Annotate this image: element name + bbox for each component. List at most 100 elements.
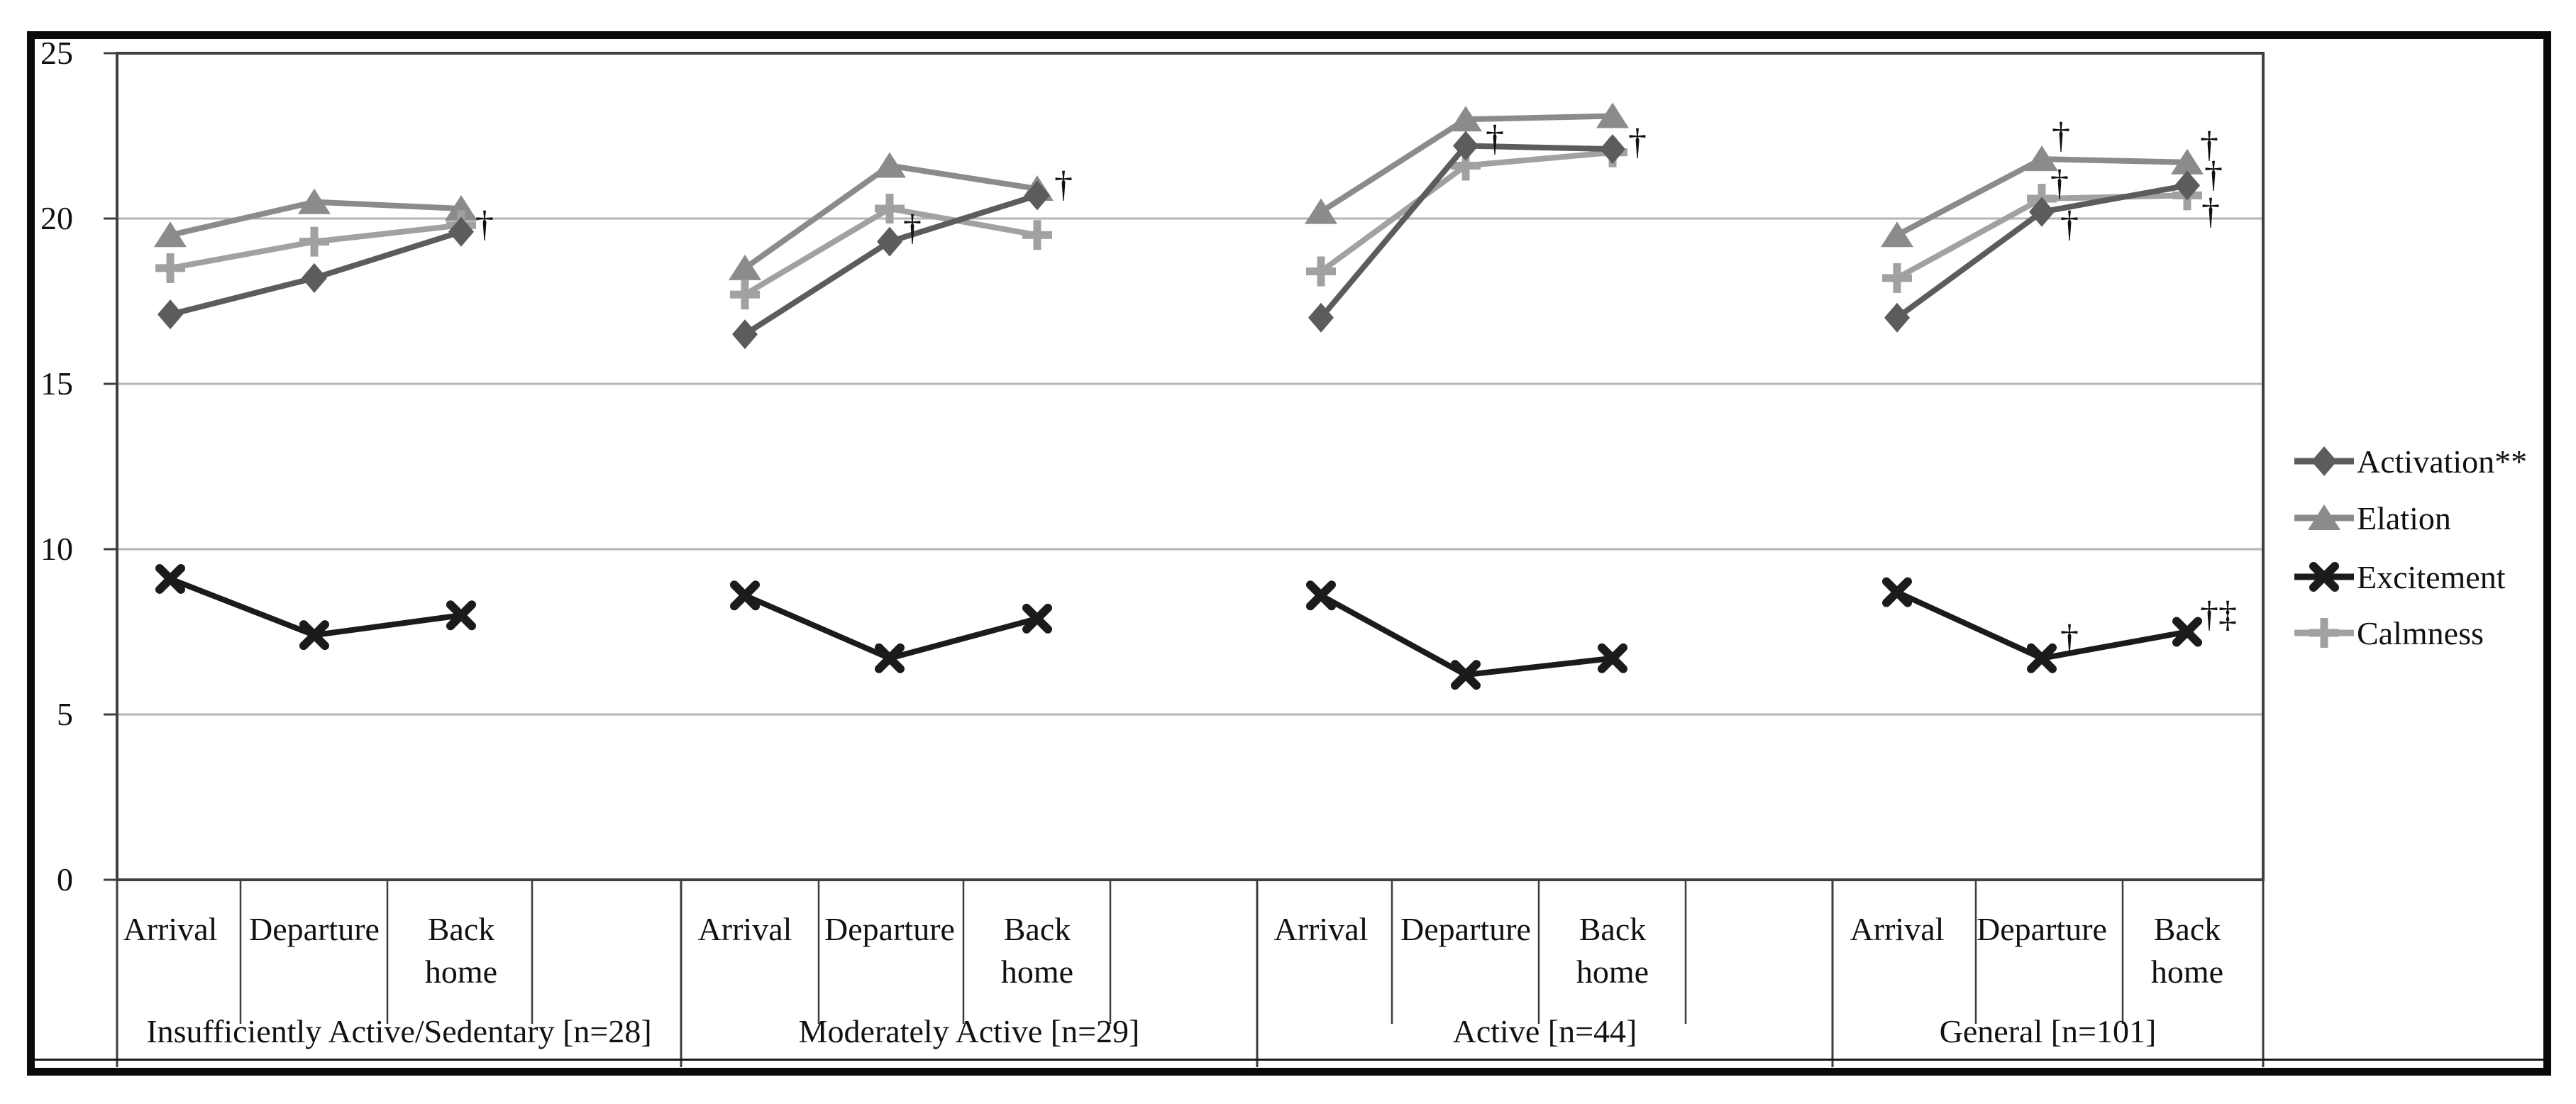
excitement-marker — [1022, 603, 1052, 634]
elation-marker — [729, 254, 761, 280]
plot-frame — [116, 52, 2265, 881]
annotation-dagger: † — [2201, 191, 2220, 232]
activation-marker — [448, 216, 474, 247]
category-label: Departure — [1969, 908, 2115, 951]
legend-item-calmness: Calmness — [2293, 614, 2484, 652]
annotation-dagger: † — [1628, 121, 1647, 162]
excitement-marker — [2172, 617, 2202, 647]
calmness-marker — [730, 280, 760, 310]
y-tick-label: 5 — [57, 696, 73, 732]
activation-marker — [1600, 134, 1625, 165]
excitement-marker — [299, 620, 329, 651]
category-label-line: Departure — [824, 911, 955, 947]
elation-marker — [298, 188, 331, 214]
activation-marker — [1884, 302, 1910, 333]
category-label-line: Departure — [249, 911, 380, 947]
group-label: Insufficiently Active/Sedentary [n=28] — [146, 1013, 652, 1049]
figure-border — [27, 31, 2551, 1076]
y-tick-label: 15 — [40, 365, 73, 402]
activation-marker — [877, 226, 902, 257]
category-label: Departure — [241, 908, 387, 951]
category-label: Back home — [2114, 908, 2260, 993]
annotation-dagger: † — [2204, 155, 2223, 196]
category-label: Departure — [1393, 908, 1539, 951]
excitement-legend-marker — [2309, 562, 2339, 592]
elation-marker — [873, 152, 906, 178]
category-label-line: home — [2150, 954, 2224, 990]
group-label: General [n=101] — [1939, 1013, 2157, 1049]
border-inner-line — [35, 1059, 2543, 1061]
annotation-dagger: † — [2050, 163, 2069, 204]
annotation-dagger: †‡ — [2200, 595, 2237, 636]
category-label: Back home — [388, 908, 534, 993]
category-label-line: home — [1000, 954, 1074, 990]
activation-marker — [302, 263, 327, 293]
activation-marker — [732, 319, 758, 350]
category-label-line: Arrival — [1850, 911, 1945, 947]
category-label: Arrival — [1824, 908, 1970, 951]
calmness-marker — [1882, 263, 1912, 293]
calmness-marker — [875, 194, 905, 224]
category-label-line: Departure — [1977, 911, 2107, 947]
category-label-line: Arrival — [123, 911, 218, 947]
category-label-line: home — [424, 954, 498, 990]
elation-marker — [154, 221, 187, 248]
legend-marker-diamond-icon — [2294, 446, 2354, 476]
excitement-marker — [730, 580, 760, 611]
category-label: Arrival — [672, 908, 818, 951]
legend-marker-x-icon — [2294, 562, 2354, 592]
category-label: Back home — [1539, 908, 1686, 993]
excitement-marker — [1598, 643, 1627, 673]
group-label: Active [n=44] — [1452, 1013, 1637, 1049]
annotation-dagger: † — [2060, 617, 2079, 658]
elation-legend-marker — [2308, 504, 2340, 530]
category-label: Arrival — [97, 908, 243, 951]
category-label-line: Back — [2153, 911, 2221, 947]
legend-label: Activation** — [2357, 443, 2528, 480]
legend-item-activation: Activation** — [2293, 442, 2527, 480]
annotation-dagger: † — [475, 204, 494, 245]
annotation-dagger: † — [2052, 115, 2070, 156]
elation-marker — [1449, 106, 1482, 132]
y-tick-label: 25 — [40, 35, 73, 71]
legend-label: Calmness — [2357, 614, 2484, 651]
legend-item-elation: Elation — [2293, 499, 2451, 537]
excitement-marker — [2027, 643, 2057, 673]
category-label-line: Arrival — [1273, 911, 1369, 947]
category-label: Back home — [964, 908, 1110, 993]
calmness-marker — [1306, 256, 1336, 287]
excitement-marker — [1306, 580, 1336, 611]
calmness-legend-marker — [2309, 618, 2339, 648]
activation-legend-marker — [2311, 446, 2337, 476]
group-label: Moderately Active [n=29] — [798, 1013, 1140, 1049]
elation-marker — [445, 195, 477, 221]
category-label-line: Arrival — [697, 911, 792, 947]
line-excitement-group1 — [743, 592, 1039, 662]
legend-marker-triangle-icon — [2294, 504, 2354, 530]
y-tick-label: 10 — [40, 531, 73, 567]
legend-label: Elation — [2357, 499, 2451, 536]
category-label-line: Back — [427, 911, 495, 947]
calmness-marker — [299, 226, 329, 257]
elation-marker — [2171, 148, 2204, 175]
calmness-marker — [155, 253, 185, 283]
activation-marker — [1308, 302, 1334, 333]
annotation-dagger: † — [1486, 118, 1504, 160]
elation-marker — [1596, 102, 1629, 128]
line-excitement-group3 — [1896, 589, 2188, 661]
activation-marker — [2029, 197, 2055, 227]
category-label: Arrival — [1248, 908, 1394, 951]
category-label-line: Departure — [1400, 911, 1531, 947]
annotation-dagger: † — [2200, 125, 2218, 166]
elation-marker — [1305, 198, 1337, 224]
category-label-line: Back — [1003, 911, 1071, 947]
annotation-dagger: † — [2060, 204, 2079, 245]
category-label-line: home — [1576, 954, 1649, 990]
line-excitement-group2 — [1320, 592, 1613, 678]
activation-marker — [1024, 180, 1050, 211]
legend-label: Excitement — [2357, 558, 2506, 595]
annotation-dagger: † — [903, 207, 922, 248]
activation-marker — [1453, 131, 1478, 161]
